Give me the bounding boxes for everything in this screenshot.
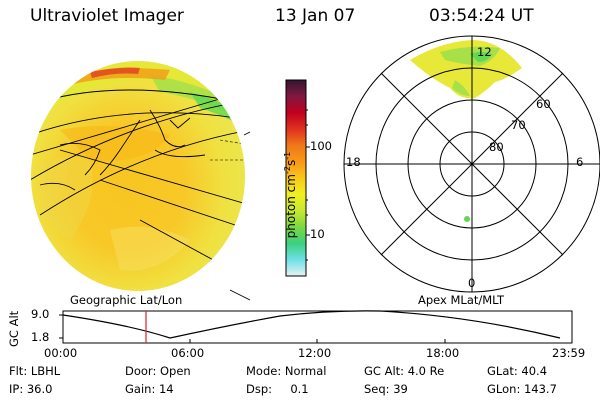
x-tick-0600: 06:00 xyxy=(171,346,205,360)
door-value: Open xyxy=(159,364,191,378)
colorbar xyxy=(285,79,310,277)
y-tick-1-8: 1.8 xyxy=(31,330,50,344)
mlat-label-70: 70 xyxy=(511,118,526,132)
mlt-label-18: 18 xyxy=(346,155,361,169)
instrument-title: Ultraviolet Imager xyxy=(30,6,184,26)
info-flt: Flt: LBHL xyxy=(9,364,61,378)
polar-plot xyxy=(343,35,600,293)
header-date: 13 Jan 07 xyxy=(275,6,356,26)
mlt-label-12: 12 xyxy=(477,45,492,59)
timeline-plot xyxy=(59,310,573,344)
x-tick-2359: 23:59 xyxy=(552,346,586,360)
colorbar-tick-10: 10 xyxy=(310,227,325,241)
gc-alt-value: 4.0 Re xyxy=(407,364,445,378)
glon-value: 143.7 xyxy=(523,382,557,396)
seq-value: 39 xyxy=(393,382,408,396)
ip-label: IP: xyxy=(9,382,24,396)
dsp-label: Dsp: xyxy=(246,382,273,396)
info-door: Door: Open xyxy=(125,364,191,378)
gc-alt-label: GC Alt: xyxy=(364,364,405,378)
gain-value: 14 xyxy=(158,382,174,396)
unit-exp-2: -1 xyxy=(283,151,292,160)
y-tick-9: 9.0 xyxy=(31,307,50,321)
x-tick-1200: 12:00 xyxy=(298,346,332,360)
info-seq: Seq: 39 xyxy=(364,382,408,396)
mlt-label-6: 6 xyxy=(576,155,584,169)
geographic-image xyxy=(31,61,251,301)
glat-value: 40.4 xyxy=(521,364,548,378)
ip-value: 36.0 xyxy=(26,382,53,396)
mlt-label-0: 0 xyxy=(468,276,476,290)
door-label: Door: xyxy=(125,364,157,378)
unit-exp-1: -2 xyxy=(283,166,292,175)
info-mode: Mode: Normal xyxy=(246,364,327,378)
gain-label: Gain: xyxy=(125,382,156,396)
colorbar-tick-100: 100 xyxy=(310,139,332,153)
altitude-curve xyxy=(62,310,561,339)
header-time: 03:54:24 UT xyxy=(429,6,534,26)
x-tick-0000: 00:00 xyxy=(44,346,78,360)
info-dsp: Dsp: 0.1 xyxy=(246,382,309,396)
info-glon: GLon: 143.7 xyxy=(487,382,557,396)
apex-caption: Apex MLat/MLT xyxy=(418,293,505,307)
unit-photon-cm: photon cm xyxy=(284,174,298,239)
info-gain: Gain: 14 xyxy=(125,382,174,396)
mlat-label-60: 60 xyxy=(536,97,551,111)
info-gc-alt: GC Alt: 4.0 Re xyxy=(364,364,445,378)
seq-label: Seq: xyxy=(364,382,390,396)
geographic-caption: Geographic Lat/Lon xyxy=(70,293,183,307)
glat-label: GLat: xyxy=(487,364,518,378)
flt-label: Flt: xyxy=(9,364,28,378)
mode-label: Mode: xyxy=(246,364,282,378)
mode-value: Normal xyxy=(284,364,327,378)
timeline-axis-label: GC Alt xyxy=(7,310,21,347)
unit-s: s xyxy=(284,159,298,167)
glon-label: GLon: xyxy=(487,382,521,396)
info-ip: IP: 36.0 xyxy=(9,382,53,396)
colorbar-unit-label: photon cm-2s-1 xyxy=(272,151,298,246)
mlat-label-80: 80 xyxy=(489,140,504,154)
dsp-value: 0.1 xyxy=(290,382,309,396)
x-tick-1800: 18:00 xyxy=(426,346,460,360)
info-glat: GLat: 40.4 xyxy=(487,364,548,378)
flt-value: LBHL xyxy=(30,364,61,378)
